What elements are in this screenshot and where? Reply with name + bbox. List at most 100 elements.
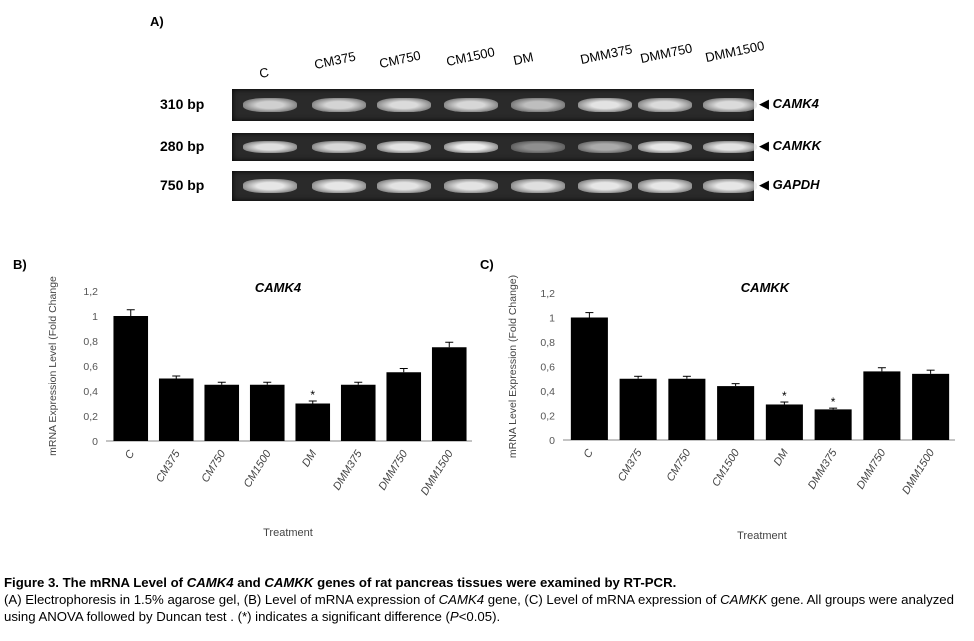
camk4-bar-chart: CAMK4 0 0,2 0,4 0,6 0,8 1 1,2 mRNA Expression Le… (47, 276, 472, 539)
gel-gene-label: ◀ GAPDH (759, 177, 820, 192)
x-tick-label: DMM375 (806, 446, 840, 491)
x-tick-label: DMM750 (376, 447, 410, 492)
x-tick-label: DM (772, 447, 792, 469)
panel-a-letter: A) (150, 14, 164, 29)
caption-text: (A) Electrophoresis in 1.5% agarose gel,… (4, 592, 439, 607)
gel-band (377, 140, 431, 154)
x-axis-label: Treatment (263, 527, 313, 539)
y-tick-label: 1,2 (83, 286, 98, 298)
x-tick-label: DMM375 (331, 447, 365, 492)
gel-band (444, 97, 498, 113)
gel-band (578, 140, 632, 154)
gel-band (444, 140, 498, 154)
gel-band-size: 310 bp (160, 96, 205, 112)
caption-text: CAMK4 (438, 592, 485, 607)
significance-mark: * (782, 389, 787, 403)
bar (668, 378, 706, 440)
caption-text: CAMK4 (186, 575, 234, 590)
significance-mark: * (310, 388, 315, 402)
y-tick-label: 0,6 (540, 362, 555, 374)
y-tick-label: 0,4 (83, 386, 98, 398)
caption-text: and (233, 575, 265, 590)
gel-band (243, 140, 297, 154)
gel-band (243, 179, 297, 193)
bar (340, 384, 376, 441)
gel-band (578, 179, 632, 193)
bar (249, 384, 285, 441)
x-tick-label: DMM1500 (900, 446, 938, 496)
x-tick-label: CM375 (616, 446, 645, 483)
gel-strip (232, 133, 757, 161)
y-axis-label: mRNA Expression Level (Fold Change (47, 276, 59, 456)
bar (717, 386, 755, 440)
y-tick-label: 0,8 (83, 336, 98, 348)
y-tick-label: 1 (92, 311, 98, 323)
x-tick-label: C (582, 447, 596, 460)
x-axis-label: Treatment (737, 530, 787, 542)
bar (431, 347, 467, 441)
gel-band (511, 179, 565, 193)
gel-band (638, 179, 692, 193)
gel-band (638, 140, 692, 154)
caption-text: Figure 3. The mRNA Level of (4, 575, 187, 590)
gel-lane-label: C (257, 64, 271, 81)
gel-lane-label: CM1500 (444, 44, 497, 70)
bar (912, 373, 950, 440)
y-tick-label: 0,2 (83, 411, 98, 423)
bar (158, 378, 194, 441)
gel-band-size: 280 bp (160, 138, 205, 154)
bar (863, 371, 901, 440)
y-tick-label: 0,2 (540, 411, 555, 423)
bar (619, 378, 657, 440)
gel-lane-label: DMM375 (578, 41, 634, 67)
gel-lane-label: DMM750 (638, 40, 694, 66)
y-tick-label: 0,6 (83, 361, 98, 373)
gel-band (243, 97, 297, 113)
gel-band (444, 179, 498, 193)
gel-band (312, 97, 366, 113)
x-tick-label: C (123, 448, 137, 461)
caption-text: gene. All groups were analyzed using ANO… (4, 592, 954, 624)
caption-text: CAMKK (264, 575, 314, 590)
gel-band-size: 750 bp (160, 177, 205, 193)
gel-lane-label: DM (511, 49, 535, 69)
y-tick-label: 1 (549, 313, 555, 325)
bar (386, 372, 422, 441)
gel-lane-label: CM375 (312, 48, 358, 72)
bar (814, 409, 852, 440)
x-tick-label: CM1500 (242, 447, 275, 489)
bar (765, 404, 803, 440)
x-tick-label: CM750 (664, 446, 693, 483)
gel-band (578, 97, 632, 113)
bar (295, 403, 331, 441)
bar (204, 384, 240, 441)
caption-text: genes of rat pancreas tissues were exami… (313, 575, 677, 590)
x-tick-label: CM375 (154, 447, 183, 484)
gel-band (312, 179, 366, 193)
bar (113, 316, 149, 441)
gel-lane-label: CM750 (377, 47, 423, 71)
gel-band (511, 97, 565, 113)
x-tick-label: CM750 (199, 447, 228, 484)
chart-title: CAMK4 (255, 280, 302, 295)
x-tick-label: DMM750 (855, 446, 889, 491)
gel-band (703, 97, 757, 113)
caption-text: <0.05). (458, 609, 501, 624)
gel-band (638, 97, 692, 113)
caption-text: gene, (C) Level of mRNA expression of (484, 592, 721, 607)
gel-band (377, 97, 431, 113)
gel-band (703, 140, 757, 154)
gel-strip (232, 171, 757, 201)
figure-caption: Figure 3. The mRNA Level of CAMK4 and CA… (4, 574, 972, 625)
gel-band (312, 140, 366, 154)
y-tick-label: 0 (549, 435, 555, 447)
gel-lane-label: DMM1500 (703, 37, 766, 65)
gel-band (511, 140, 565, 154)
caption-text: P (449, 609, 459, 624)
gel-band (703, 179, 757, 193)
y-tick-label: 0,4 (540, 386, 555, 398)
caption-title: Figure 3. The mRNA Level of CAMK4 and CA… (4, 574, 972, 591)
bar (570, 317, 608, 440)
gel-band (377, 179, 431, 193)
y-tick-label: 0,8 (540, 337, 555, 349)
